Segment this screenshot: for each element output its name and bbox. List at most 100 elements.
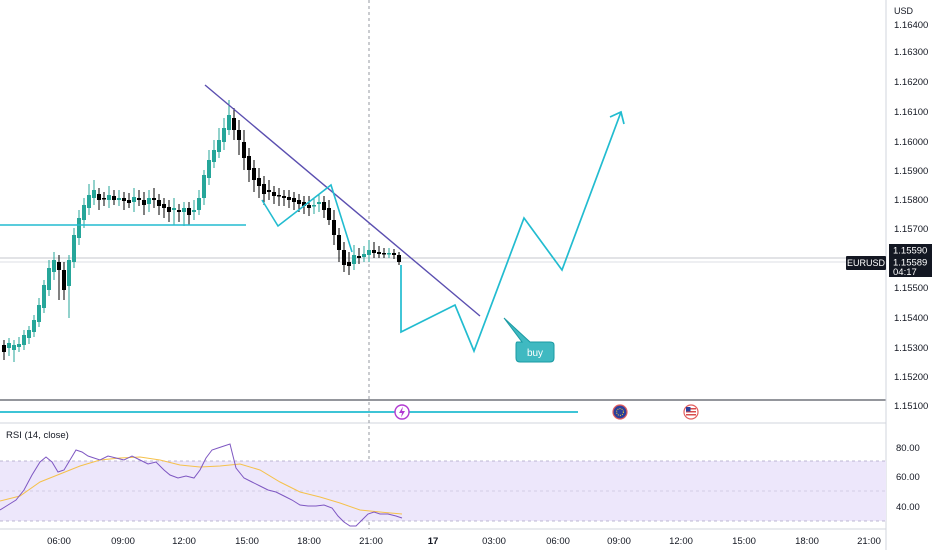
candle-body (147, 198, 151, 204)
price-tick: 1.15500 (894, 283, 928, 294)
time-tick: 03:00 (482, 536, 506, 547)
candle-body (177, 210, 181, 212)
candle-body (367, 250, 371, 255)
candle-body (2, 345, 6, 352)
time-tick: 21:00 (857, 536, 881, 547)
time-tick: 18:00 (297, 536, 321, 547)
price-tick: 1.16100 (894, 107, 928, 118)
candle-body (102, 198, 106, 200)
last-price: 1.15590 (893, 246, 927, 257)
time-tick: 09:00 (607, 536, 631, 547)
current-price-badge[interactable]: 1.15589 04:17 (889, 256, 932, 278)
price-axis[interactable]: 1.16400 1.16300 1.16200 1.16100 1.16000 1.159… (894, 20, 928, 412)
candle-body (27, 330, 31, 338)
candle-body (122, 198, 126, 201)
arrow-head (609, 110, 625, 125)
us-flag-icon[interactable] (683, 404, 699, 420)
candle-body (332, 220, 336, 235)
price-tick: 1.16400 (894, 20, 928, 31)
candle-body (17, 344, 21, 347)
candle-body (327, 208, 331, 220)
candle-body (392, 253, 396, 255)
candle-body (227, 115, 231, 130)
candle-body (142, 200, 146, 205)
price-tick: 1.15700 (894, 224, 928, 235)
candle-body (87, 195, 91, 208)
trendline[interactable] (204, 84, 481, 317)
price-tick: 1.16200 (894, 77, 928, 88)
rsi-axis[interactable]: 80.00 60.00 40.00 (896, 443, 920, 513)
candle-body (127, 200, 131, 203)
rsi-ma-line (0, 456, 403, 515)
candle-body (187, 208, 191, 215)
symbol-label: EURUSD (847, 258, 886, 268)
candle-body (117, 198, 121, 200)
candle-body (77, 218, 81, 238)
candle-body (42, 285, 46, 308)
candle-body (157, 200, 161, 206)
time-tick: 18:00 (795, 536, 819, 547)
candle-body (337, 235, 341, 250)
candle-body (37, 305, 41, 322)
time-axis[interactable]: 06:00 09:00 12:00 15:00 18:00 21:00 17 03:00 06:… (47, 536, 881, 547)
candle-body (82, 205, 86, 220)
zigzag-pattern[interactable] (261, 183, 353, 253)
candle-body (297, 200, 301, 204)
candle-body (317, 202, 321, 204)
rsi-line (0, 443, 403, 527)
candle-body (7, 343, 11, 348)
candle-body (292, 198, 296, 202)
symbol-tag[interactable]: EURUSD (846, 256, 886, 270)
candle-body (172, 208, 176, 210)
candle-body (62, 270, 66, 290)
candle-body (397, 255, 401, 262)
candle-body (362, 254, 366, 257)
candle-body (287, 197, 291, 200)
candle-body (162, 204, 166, 208)
candlestick-series (2, 100, 401, 362)
current-price: 1.15589 (893, 258, 927, 269)
candle-body (267, 190, 271, 192)
candle-body (57, 262, 61, 270)
candle-body (222, 128, 226, 142)
candle-body (242, 142, 246, 158)
candle-body (282, 196, 286, 198)
candle-body (197, 198, 201, 210)
candle-body (312, 205, 316, 207)
buy-callout[interactable]: buy (503, 317, 555, 363)
candle-body (212, 150, 216, 162)
candle-body (252, 168, 256, 180)
candle-body (277, 195, 281, 197)
candle-body (272, 192, 276, 196)
candle-body (262, 184, 266, 194)
candle-body (137, 198, 141, 200)
time-tick: 17 (428, 536, 439, 547)
buy-label: buy (527, 348, 543, 359)
candle-body (92, 190, 96, 198)
time-tick: 06:00 (546, 536, 570, 547)
candle-body (307, 205, 311, 208)
candle-body (347, 262, 351, 266)
projection-path[interactable] (400, 111, 622, 354)
price-tick: 1.15800 (894, 195, 928, 206)
candle-body (247, 156, 251, 170)
candle-body (192, 210, 196, 212)
candle-body (182, 208, 186, 212)
price-tick: 1.15900 (894, 166, 928, 177)
candle-body (372, 250, 376, 253)
candle-body (22, 335, 26, 345)
candle-body (32, 320, 36, 332)
candle-body (382, 253, 386, 255)
time-tick: 21:00 (359, 536, 383, 547)
candle-body (352, 255, 356, 264)
lightning-icon[interactable] (394, 404, 410, 420)
bar-countdown: 04:17 (893, 267, 917, 278)
rsi-tick: 80.00 (896, 443, 920, 454)
last-price-tag[interactable]: 1.15590 (889, 244, 932, 257)
candle-body (357, 256, 361, 258)
eu-flag-icon[interactable] (612, 404, 628, 420)
candle-body (207, 160, 211, 178)
price-tick: 1.16000 (894, 137, 928, 148)
candle-body (387, 253, 391, 255)
